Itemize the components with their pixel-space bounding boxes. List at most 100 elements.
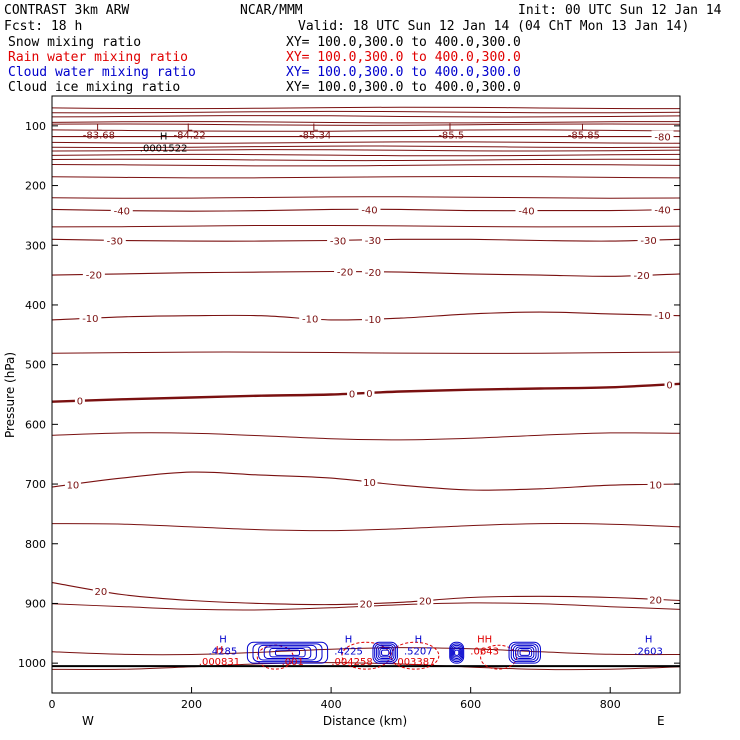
isotherm-line [51,224,681,228]
legend: Snow mixing ratio XY= 100.0,300.0 to 400… [8,35,521,95]
cloud-water-contour [379,648,392,658]
isotherm-line [51,153,681,157]
legend-rain-label: Rain water mixing ratio [8,50,188,65]
contour-label: -20 [633,271,649,282]
contour-label-bg [630,269,653,282]
isotherm-line [51,123,681,126]
contour-label: 10 [649,480,662,491]
contour-label-bg [299,312,322,325]
isotherm-line [51,351,681,354]
isotherm-line [51,522,681,532]
y-tick-label: 1000 [18,657,46,670]
contour-label: -30 [365,236,381,247]
contour-label: -30 [330,236,346,247]
legend-cloud-ice-xy: XY= 100.0,300.0 to 400.0,300.0 [286,80,521,95]
minimum-value: -84.22 [173,130,205,141]
contour-label-bg [82,268,105,281]
maximum-value: .001 [282,657,304,668]
contour-label-bg [110,204,133,217]
isotherm-line [51,129,681,132]
maximum-value: .000831 [199,657,240,668]
contour-label: -40 [114,207,130,218]
legend-cloud-ice-label: Cloud ice mixing ratio [8,80,180,95]
contour-label: -20 [337,268,353,279]
legend-cloud-water-label: Cloud water mixing ratio [8,65,196,80]
cloud-water-contours [246,641,541,664]
isotherm-line [51,141,681,144]
maximum-value: .2603 [634,646,663,657]
minimum-value: -85.34 [299,130,331,141]
minimum-value: -85.85 [568,130,600,141]
maximum-symbol: H [345,634,353,645]
cloud-water-contour [372,641,398,664]
plot-area: -80 -40 -40 -40 -40 -30 -30 -30 -30 -20 -20 -20 -20 -… [18,95,681,711]
contour-label: -10 [365,315,381,326]
maximum-value: .5207 [404,646,433,657]
x-tick-label: 200 [181,698,202,711]
contour-label-bg [361,265,384,278]
legend-cloud-water-xy: XY= 100.0,300.0 to 400.0,300.0 [286,65,521,80]
y-tick-label: 400 [25,299,46,312]
contour-label: 0 [349,390,355,401]
org-label: NCAR/MMM [240,3,303,18]
contour-label: -20 [86,270,102,281]
contour-label-bg [364,386,375,399]
cloud-water-contour [517,648,533,658]
cloud-water-contour [252,643,323,663]
contour-label-bg [647,593,664,606]
maximum-symbol: H [216,645,224,656]
contour-label-bg [64,478,81,491]
valid-time: Valid: 18 UTC Sun 12 Jan 14 (04 ChT Mon … [298,19,689,34]
contour-label-bg [358,597,374,610]
y-tick-label: 500 [25,359,46,372]
contour-label: 20 [419,597,432,608]
maximum-value: .004258 [331,657,372,668]
contour-label: -40 [361,205,377,216]
maximum-symbol: H [415,634,423,645]
contour-label-bg [92,584,109,597]
y-tick-label: 200 [25,180,46,193]
minimum-symbol: L [187,123,193,134]
contour-label: 10 [363,478,376,489]
contour-label-bg [347,387,358,400]
cloud-water-contour [377,646,393,659]
cloud-water-contour [519,649,530,656]
isotherm-line [51,106,681,110]
contour-label: -30 [107,236,123,247]
isotherm-line [51,115,681,118]
legend-snow-xy: XY= 100.0,300.0 to 400.0,300.0 [286,35,521,50]
contour-label: -20 [365,268,381,279]
legend-rain-xy: XY= 100.0,300.0 to 400.0,300.0 [286,50,521,65]
minimum-value: -83.68 [83,130,115,141]
contour-label-bg [358,203,381,216]
contour-label: 0 [666,380,672,391]
minimum-symbol: L [448,123,454,134]
isotherm-line [51,145,681,149]
cloud-water-contour [452,646,462,659]
contour-label-bg [334,265,357,278]
model-title: CONTRAST 3km ARW [4,3,129,18]
contour-label-bg [637,234,660,247]
contour-label-bg [651,203,674,216]
contour-label-bg [327,234,350,247]
x-tick-label: 600 [460,698,481,711]
isotherm-line [51,149,681,152]
extrema-labels: L-83.68L-84.22L-85.34L-85.5L-85.85H.0001… [83,123,663,669]
contour-label: -30 [640,236,656,247]
cloud-water-contour [450,643,464,663]
cloud-water-contour [512,644,537,661]
cloud-water-contour [263,646,312,659]
contour-label: -80 [654,133,670,144]
maximum-symbol: H [160,132,168,143]
minimum-symbol: L [96,123,102,134]
contour-label-bg [664,378,675,391]
contour-label: 20 [649,595,662,606]
y-tick-label: 700 [25,478,46,491]
contour-label-bg [651,309,674,322]
contour-label: -10 [82,314,98,325]
isotherm-line [51,110,681,114]
isotherm-line [51,121,681,124]
contour-label-bg [651,130,674,143]
contour-label-bg [361,312,384,325]
